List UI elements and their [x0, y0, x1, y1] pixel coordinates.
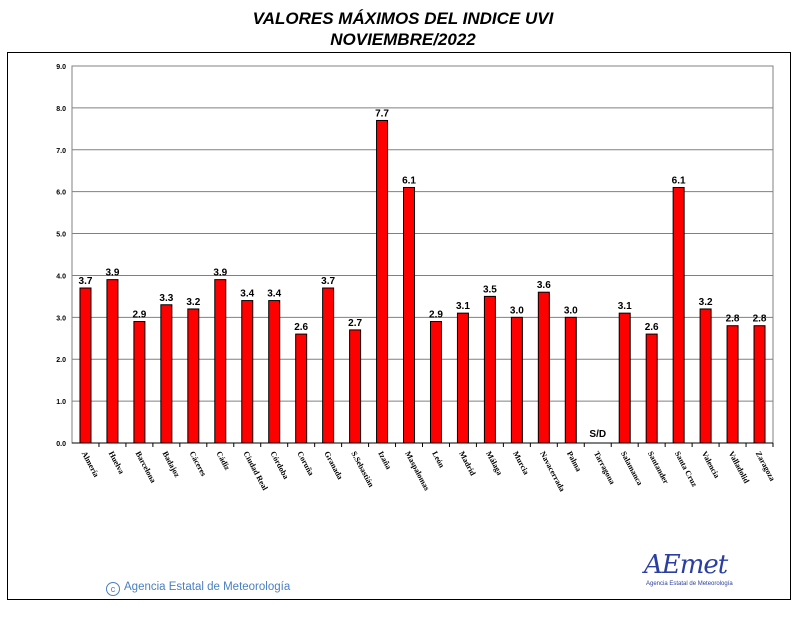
chart-title: VALORES MÁXIMOS DEL INDICE UVI — [252, 9, 554, 28]
data-label: 3.1 — [618, 301, 632, 312]
chart-subtitle: NOVIEMBRE/2022 — [330, 30, 476, 49]
x-tick-label: Almería — [80, 450, 101, 479]
data-label: 3.0 — [564, 305, 578, 316]
data-label: 3.7 — [79, 276, 93, 287]
x-tick-label: Maspalomas — [403, 450, 431, 492]
aemet-logo: AEmet Agencia Estatal de Meteorología — [644, 550, 734, 590]
data-label: 6.1 — [402, 175, 416, 186]
aemet-logo-subtitle: Agencia Estatal de Meteorología — [646, 581, 733, 587]
x-tick-label: Palma — [565, 450, 583, 473]
bar — [429, 321, 442, 444]
bar — [106, 279, 119, 444]
data-label: 2.6 — [294, 322, 308, 333]
data-label: 2.9 — [429, 310, 443, 321]
x-tick-label: Valladolid — [727, 450, 752, 485]
data-label: 7.7 — [375, 108, 389, 119]
y-tick-label: 1.0 — [56, 399, 66, 406]
data-label: 3.3 — [159, 293, 173, 304]
bar — [187, 308, 200, 444]
x-tick-label: Ciudad Real — [241, 450, 269, 493]
x-tick-label: Cádiz — [215, 450, 233, 472]
copyright-icon: c — [106, 582, 120, 596]
y-tick-label: 3.0 — [56, 315, 66, 322]
x-tick-label: Barcelona — [134, 450, 158, 485]
bar — [376, 119, 389, 444]
bar — [510, 316, 523, 444]
bar — [753, 325, 766, 444]
x-tick-label: Navacerrada — [538, 450, 567, 493]
data-label: 3.4 — [240, 289, 254, 300]
x-tick-label: Izaña — [376, 450, 393, 471]
y-tick-label: 7.0 — [56, 148, 66, 155]
agency-footer: c Agencia Estatal de Meteorología — [106, 581, 290, 596]
bar — [699, 308, 712, 444]
data-label: 3.9 — [213, 268, 227, 279]
bar — [349, 329, 362, 444]
bar — [618, 312, 631, 444]
data-label: 3.2 — [186, 297, 200, 308]
x-tick-label: Granada — [322, 450, 344, 481]
bar — [295, 333, 308, 444]
data-label: 3.5 — [483, 284, 497, 295]
data-label: 3.1 — [456, 301, 470, 312]
x-tick-label: Valencia — [700, 450, 722, 480]
x-tick-label: León — [430, 450, 446, 470]
y-tick-label: 0.0 — [56, 441, 66, 448]
y-tick-label: 8.0 — [56, 106, 66, 113]
bar — [537, 291, 550, 444]
data-label: 3.9 — [105, 268, 119, 279]
bar — [322, 287, 335, 444]
data-label: 6.1 — [672, 175, 686, 186]
x-tick-label: Madrid — [457, 450, 478, 478]
x-tick-label: Santander — [646, 450, 671, 486]
data-label: 2.9 — [132, 310, 146, 321]
data-label: 3.7 — [321, 276, 335, 287]
x-tick-label: Murcia — [511, 450, 531, 476]
bar — [268, 300, 281, 444]
bar — [483, 295, 496, 444]
bar — [160, 304, 173, 444]
y-tick-label: 5.0 — [56, 232, 66, 239]
data-label: 2.6 — [645, 322, 659, 333]
data-label: 3.4 — [267, 289, 281, 300]
x-tick-label: Córdoba — [268, 450, 290, 481]
x-tick-label: S.Sebastián — [349, 450, 376, 489]
data-label: 3.6 — [537, 280, 551, 291]
data-label: S/D — [589, 429, 606, 440]
data-label: 2.8 — [726, 314, 740, 325]
x-tick-label: Tarragona — [592, 450, 617, 486]
bar — [672, 186, 685, 444]
agency-footer-text: Agencia Estatal de Meteorología — [124, 581, 291, 593]
bar — [456, 312, 469, 444]
y-tick-label: 4.0 — [56, 273, 66, 280]
data-label: 3.2 — [699, 297, 713, 308]
x-tick-label: Málaga — [484, 450, 504, 477]
plot-area — [71, 65, 774, 444]
x-tick-label: Cáceres — [188, 450, 209, 478]
x-tick-label: Zaragoza — [754, 450, 777, 483]
data-label: 3.0 — [510, 305, 524, 316]
y-tick-label: 2.0 — [56, 357, 66, 364]
bar — [241, 300, 254, 444]
bar — [403, 186, 416, 444]
data-label: 2.8 — [753, 314, 767, 325]
y-tick-label: 6.0 — [56, 190, 66, 197]
x-tick-label: Badajoz — [161, 450, 182, 479]
bar — [564, 316, 577, 444]
bar — [645, 333, 658, 444]
data-label: 2.7 — [348, 318, 362, 329]
x-tick-label: Santa Cruz — [673, 450, 699, 489]
chart-frame — [7, 52, 791, 600]
bar — [214, 279, 227, 444]
bar — [79, 287, 92, 444]
bar — [726, 325, 739, 444]
y-tick-label: 9.0 — [56, 64, 66, 71]
x-tick-label: Coruña — [295, 450, 315, 477]
x-tick-label: Huelva — [107, 450, 126, 476]
x-tick-label: Salamanca — [619, 450, 644, 487]
bar — [133, 321, 146, 444]
aemet-logo-word: AEmet — [644, 550, 728, 580]
